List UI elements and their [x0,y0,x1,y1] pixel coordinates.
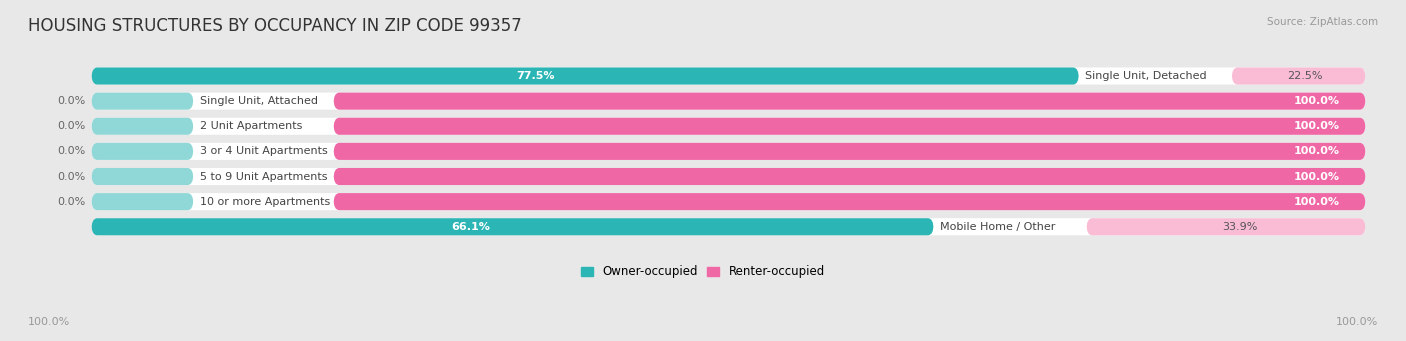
FancyBboxPatch shape [91,93,194,110]
Text: 100.0%: 100.0% [1294,96,1340,106]
FancyBboxPatch shape [91,218,934,235]
Text: Single Unit, Detached: Single Unit, Detached [1085,71,1206,81]
Text: 0.0%: 0.0% [56,146,86,157]
Text: 10 or more Apartments: 10 or more Apartments [200,197,330,207]
Text: 0.0%: 0.0% [56,121,86,131]
FancyBboxPatch shape [91,68,1078,85]
Text: 33.9%: 33.9% [1222,222,1257,232]
FancyBboxPatch shape [91,93,1365,110]
Text: 5 to 9 Unit Apartments: 5 to 9 Unit Apartments [200,172,328,181]
FancyBboxPatch shape [333,118,1365,135]
FancyBboxPatch shape [91,218,1365,235]
FancyBboxPatch shape [333,93,1365,110]
FancyBboxPatch shape [1232,68,1365,85]
FancyBboxPatch shape [91,143,194,160]
FancyBboxPatch shape [333,193,1365,210]
FancyBboxPatch shape [91,193,1365,210]
Text: Mobile Home / Other: Mobile Home / Other [941,222,1056,232]
FancyBboxPatch shape [91,193,194,210]
Text: 0.0%: 0.0% [56,172,86,181]
FancyBboxPatch shape [91,118,194,135]
Text: 100.0%: 100.0% [1294,121,1340,131]
Text: 100.0%: 100.0% [1294,146,1340,157]
Text: HOUSING STRUCTURES BY OCCUPANCY IN ZIP CODE 99357: HOUSING STRUCTURES BY OCCUPANCY IN ZIP C… [28,17,522,35]
Text: 100.0%: 100.0% [1294,172,1340,181]
Text: 100.0%: 100.0% [1294,197,1340,207]
FancyBboxPatch shape [333,168,1365,185]
FancyBboxPatch shape [333,143,1365,160]
Text: 3 or 4 Unit Apartments: 3 or 4 Unit Apartments [200,146,328,157]
Text: 22.5%: 22.5% [1288,71,1323,81]
Text: 0.0%: 0.0% [56,197,86,207]
Text: 2 Unit Apartments: 2 Unit Apartments [200,121,302,131]
Text: 100.0%: 100.0% [1336,317,1378,327]
FancyBboxPatch shape [1087,218,1365,235]
FancyBboxPatch shape [91,168,1365,185]
Legend: Owner-occupied, Renter-occupied: Owner-occupied, Renter-occupied [576,261,830,283]
Text: 100.0%: 100.0% [28,317,70,327]
Text: Source: ZipAtlas.com: Source: ZipAtlas.com [1267,17,1378,27]
FancyBboxPatch shape [91,118,1365,135]
Text: 77.5%: 77.5% [516,71,555,81]
Text: 0.0%: 0.0% [56,96,86,106]
Text: 66.1%: 66.1% [451,222,489,232]
FancyBboxPatch shape [91,68,1365,85]
FancyBboxPatch shape [91,143,1365,160]
FancyBboxPatch shape [91,168,194,185]
Text: Single Unit, Attached: Single Unit, Attached [200,96,318,106]
